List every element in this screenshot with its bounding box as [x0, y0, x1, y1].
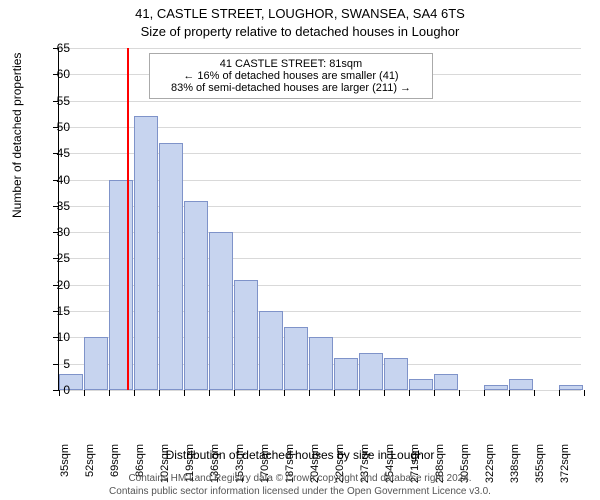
histogram-bar: [259, 311, 283, 390]
gridline: [59, 390, 581, 391]
y-tick-label: 10: [57, 330, 70, 344]
histogram-bar: [134, 116, 158, 390]
y-tick-label: 25: [57, 251, 70, 265]
y-tick-label: 30: [57, 225, 70, 239]
histogram-bar: [509, 379, 533, 390]
histogram-bar: [309, 337, 333, 390]
y-axis-label: Number of detached properties: [10, 53, 24, 218]
histogram-bar: [109, 180, 133, 390]
histogram-bar: [434, 374, 458, 390]
annotation-line3: 83% of semi-detached houses are larger (…: [156, 82, 426, 94]
x-tick: [534, 390, 535, 396]
histogram-bar: [184, 201, 208, 390]
y-tick-label: 35: [57, 199, 70, 213]
x-axis-label: Distribution of detached houses by size …: [0, 448, 600, 462]
x-tick: [434, 390, 435, 396]
histogram-bar: [384, 358, 408, 390]
x-tick: [234, 390, 235, 396]
histogram-bar: [484, 385, 508, 390]
x-tick: [184, 390, 185, 396]
y-tick-label: 15: [57, 304, 70, 318]
x-tick: [384, 390, 385, 396]
x-tick: [484, 390, 485, 396]
x-tick: [134, 390, 135, 396]
x-tick: [584, 390, 585, 396]
y-tick: [53, 364, 59, 365]
histogram-bar: [84, 337, 108, 390]
y-tick-label: 55: [57, 94, 70, 108]
gridline: [59, 48, 581, 49]
gridline: [59, 101, 581, 102]
annotation-line2: ← 16% of detached houses are smaller (41…: [156, 70, 426, 82]
y-tick-label: 50: [57, 120, 70, 134]
x-tick: [259, 390, 260, 396]
y-tick-label: 40: [57, 173, 70, 187]
x-tick: [109, 390, 110, 396]
x-tick: [559, 390, 560, 396]
y-tick-label: 5: [63, 357, 70, 371]
histogram-bar: [359, 353, 383, 390]
x-tick: [334, 390, 335, 396]
x-tick: [59, 390, 60, 396]
histogram-bar: [409, 379, 433, 390]
x-tick: [309, 390, 310, 396]
histogram-bar: [334, 358, 358, 390]
footnote-licence: Contains public sector information licen…: [0, 486, 600, 497]
chart-title-desc: Size of property relative to detached ho…: [0, 24, 600, 39]
histogram-bar: [284, 327, 308, 390]
x-tick: [159, 390, 160, 396]
y-tick-label: 60: [57, 67, 70, 81]
x-tick: [509, 390, 510, 396]
y-tick-label: 0: [63, 383, 70, 397]
plot-area: 35sqm52sqm69sqm86sqm102sqm119sqm136sqm15…: [58, 48, 581, 391]
histogram-bar: [234, 280, 258, 390]
x-tick: [284, 390, 285, 396]
y-tick-label: 20: [57, 278, 70, 292]
x-tick: [409, 390, 410, 396]
y-tick-label: 65: [57, 41, 70, 55]
annotation-box: 41 CASTLE STREET: 81sqm← 16% of detached…: [149, 53, 433, 99]
x-tick: [459, 390, 460, 396]
subject-marker-line: [127, 48, 129, 390]
chart-title-address: 41, CASTLE STREET, LOUGHOR, SWANSEA, SA4…: [0, 6, 600, 21]
y-tick-label: 45: [57, 146, 70, 160]
x-tick: [209, 390, 210, 396]
annotation-line1: 41 CASTLE STREET: 81sqm: [156, 58, 426, 70]
footnote-copyright: Contains HM Land Registry data © Crown c…: [0, 473, 600, 484]
x-tick: [84, 390, 85, 396]
x-tick: [359, 390, 360, 396]
histogram-bar: [559, 385, 583, 390]
histogram-bar: [159, 143, 183, 390]
histogram-bar: [209, 232, 233, 390]
